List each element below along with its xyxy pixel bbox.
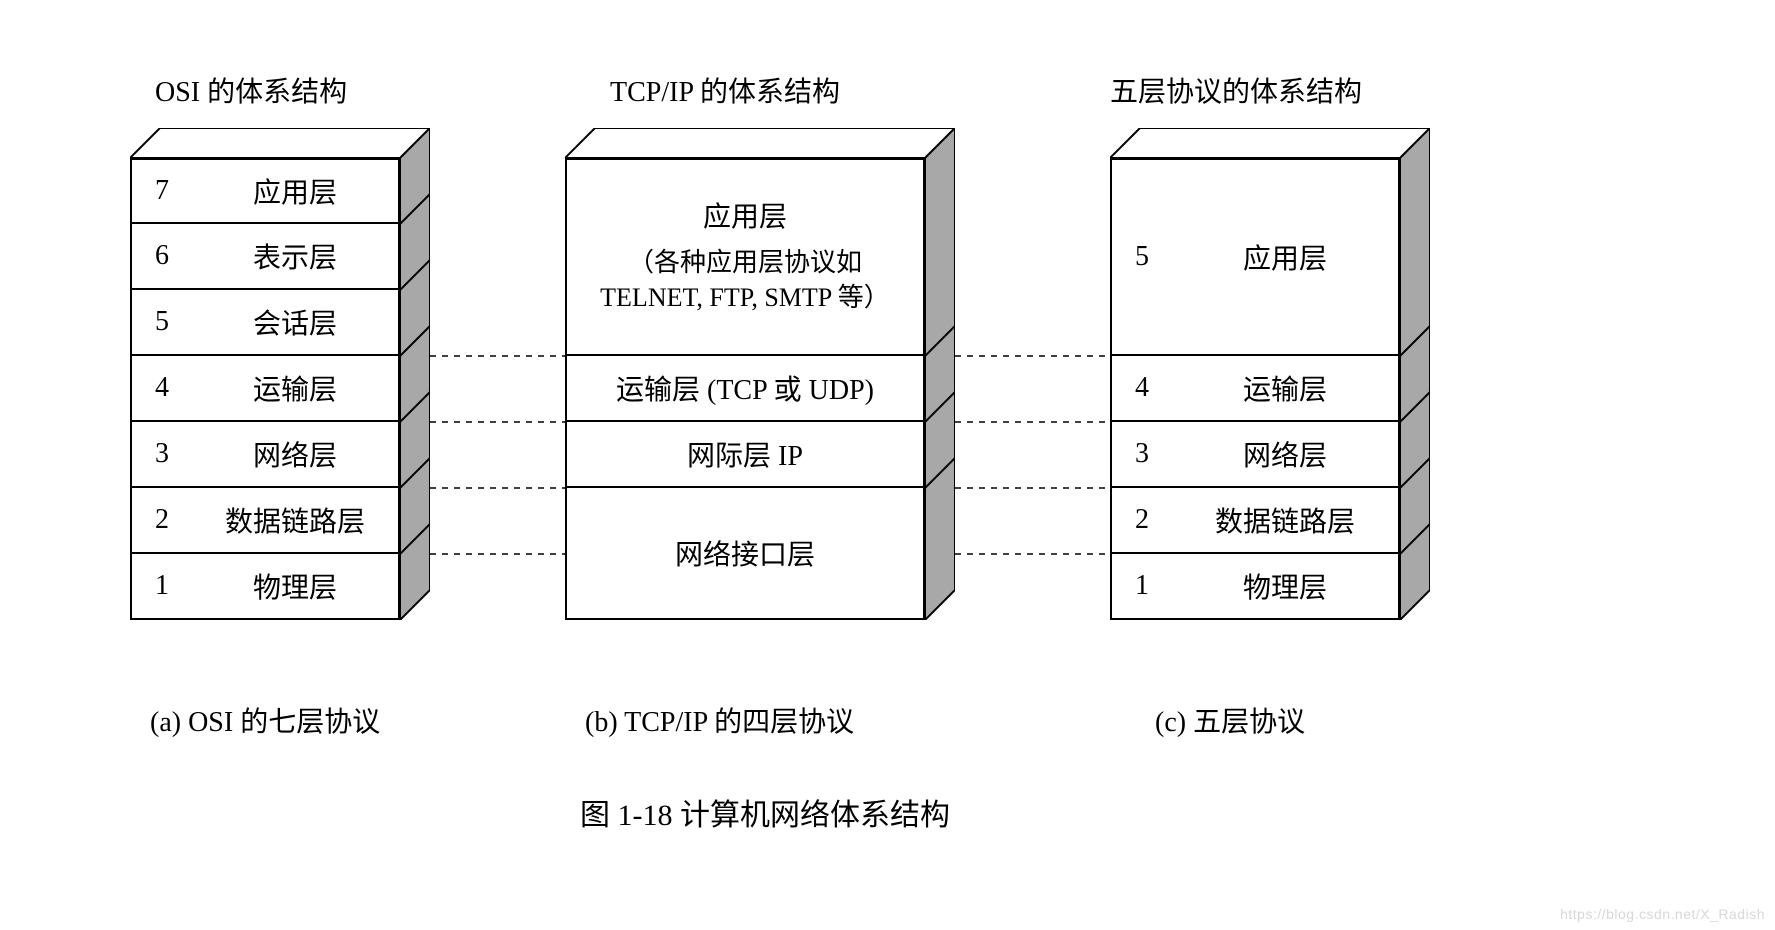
five-layer: 3网络层 (1110, 422, 1400, 488)
five-front: 5应用层4运输层3网络层2数据链路层1物理层 (1110, 158, 1400, 620)
osi-layer: 4运输层 (130, 356, 400, 422)
osi-layer: 6表示层 (130, 224, 400, 290)
tcpip-top-face (565, 128, 925, 158)
osi-layer: 7应用层 (130, 158, 400, 224)
osi-stack: 7应用层6表示层5会话层4运输层3网络层2数据链路层1物理层 (130, 158, 400, 620)
watermark: https://blog.csdn.net/X_Radish (1560, 906, 1765, 922)
five-layer-label: 应用层 (1172, 237, 1398, 277)
tcpip-layer: 应用层（各种应用层协议如 TELNET, FTP, SMTP 等） (565, 158, 925, 356)
tcpip-layer-label: 运输层 (TCP 或 UDP) (567, 368, 923, 408)
tcpip-stack: 应用层（各种应用层协议如 TELNET, FTP, SMTP 等） 运输层 (TC… (565, 158, 925, 620)
tcpip-layer-label: 应用层（各种应用层协议如 TELNET, FTP, SMTP 等） (567, 199, 923, 315)
five-layer-label: 运输层 (1172, 368, 1398, 408)
osi-front: 7应用层6表示层5会话层4运输层3网络层2数据链路层1物理层 (130, 158, 400, 620)
osi-layer: 5会话层 (130, 290, 400, 356)
osi-layer-label: 会话层 (192, 302, 398, 342)
five-subcaption: (c) 五层协议 (1155, 700, 1305, 740)
five-layer-num: 5 (1112, 241, 1172, 273)
osi-layer: 3网络层 (130, 422, 400, 488)
osi-layer-num: 1 (132, 570, 192, 602)
five-layer-num: 4 (1112, 372, 1172, 404)
five-layer-num: 2 (1112, 504, 1172, 536)
network-architecture-diagram: OSI 的体系结构 TCP/IP 的体系结构 五层协议的体系结构 7应用层6表示… (0, 0, 1775, 930)
tcpip-layer-label: 网络接口层 (567, 533, 923, 573)
five-top-face (1110, 128, 1400, 158)
osi-layer-label: 表示层 (192, 236, 398, 276)
tcpip-side-face (925, 128, 955, 620)
five-title: 五层协议的体系结构 (1110, 70, 1362, 110)
tcpip-layer: 网络接口层 (565, 488, 925, 620)
five-layer: 2数据链路层 (1110, 488, 1400, 554)
osi-layer-label: 数据链路层 (192, 500, 398, 540)
osi-side-face (400, 128, 430, 620)
osi-layer-label: 应用层 (192, 171, 398, 211)
five-layer-label: 网络层 (1172, 434, 1398, 474)
osi-layer-label: 物理层 (192, 566, 398, 606)
osi-layer-num: 2 (132, 504, 192, 536)
five-layer-label: 数据链路层 (1172, 500, 1398, 540)
tcpip-layer: 网际层 IP (565, 422, 925, 488)
tcpip-layer-label: 网际层 IP (567, 434, 923, 474)
osi-title: OSI 的体系结构 (155, 70, 347, 110)
osi-layer: 2数据链路层 (130, 488, 400, 554)
figure-caption: 图 1-18 计算机网络体系结构 (580, 790, 950, 834)
tcpip-title: TCP/IP 的体系结构 (610, 70, 840, 110)
five-layer: 4运输层 (1110, 356, 1400, 422)
five-layer-label: 物理层 (1172, 566, 1398, 606)
tcpip-subcaption: (b) TCP/IP 的四层协议 (585, 700, 854, 740)
five-side-face (1400, 128, 1430, 620)
osi-layer-num: 6 (132, 240, 192, 272)
osi-subcaption: (a) OSI 的七层协议 (150, 700, 380, 740)
osi-layer-label: 运输层 (192, 368, 398, 408)
five-layer: 1物理层 (1110, 554, 1400, 620)
osi-layer: 1物理层 (130, 554, 400, 620)
five-stack: 5应用层4运输层3网络层2数据链路层1物理层 (1110, 158, 1400, 620)
osi-layer-num: 4 (132, 372, 192, 404)
tcpip-front: 应用层（各种应用层协议如 TELNET, FTP, SMTP 等） 运输层 (TC… (565, 158, 925, 620)
osi-top-face (130, 128, 400, 158)
five-layer-num: 3 (1112, 438, 1172, 470)
osi-layer-label: 网络层 (192, 434, 398, 474)
five-layer: 5应用层 (1110, 158, 1400, 356)
osi-layer-num: 3 (132, 438, 192, 470)
tcpip-layer: 运输层 (TCP 或 UDP) (565, 356, 925, 422)
osi-layer-num: 7 (132, 175, 192, 207)
osi-layer-num: 5 (132, 306, 192, 338)
five-layer-num: 1 (1112, 570, 1172, 602)
